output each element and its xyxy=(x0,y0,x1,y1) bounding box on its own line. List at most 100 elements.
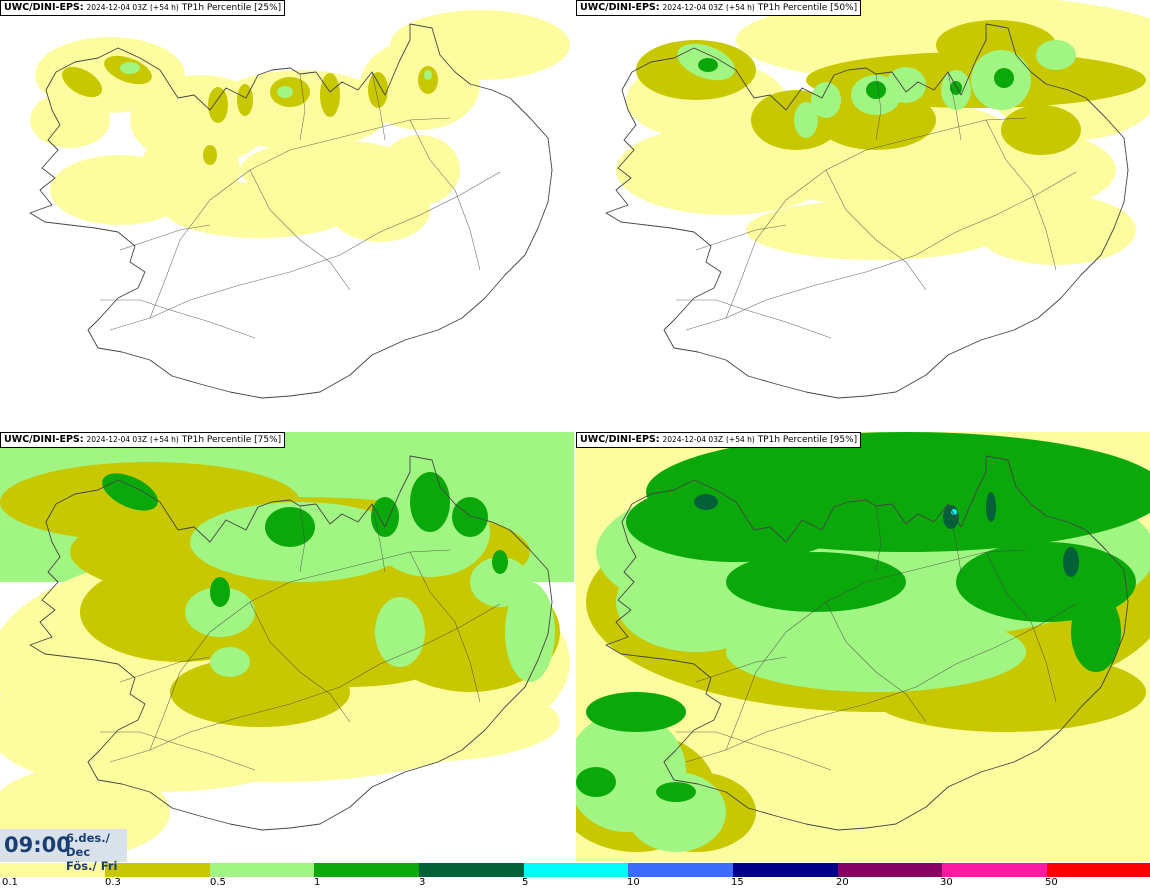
precip-area-0.3 xyxy=(368,72,388,108)
legend-tick-label: 0.1 xyxy=(2,877,18,888)
precip-area-0.3 xyxy=(208,87,228,123)
run-time: 2024-12-04 03Z xyxy=(86,435,148,444)
precip-area-0.3 xyxy=(62,66,102,98)
precip-area-3 xyxy=(986,492,996,522)
precip-area-0.5 xyxy=(886,67,926,103)
legend-tick-label: 50 xyxy=(1045,877,1058,888)
precip-area-0.3 xyxy=(816,90,936,150)
precip-area-5 xyxy=(951,509,957,515)
precip-area-0.5 xyxy=(626,772,726,852)
precip-area-0.1 xyxy=(30,92,110,148)
precip-area-0.1 xyxy=(210,70,390,150)
panel-title: UWC/DINI-EPS: 2024-12-04 03Z (+54 h) TP1… xyxy=(576,432,862,448)
color-legend: 0.1 0.3 0.5 1 3 5 10 15 20 30 50 xyxy=(0,862,1150,891)
precip-area-1 xyxy=(586,692,686,732)
precip-area-1 xyxy=(866,81,886,99)
precip-area-0.1 xyxy=(0,672,130,772)
precip-area-3 xyxy=(694,494,718,510)
legend-tick-label: 15 xyxy=(731,877,744,888)
precip-area-3 xyxy=(1063,547,1079,577)
precip-area-0.5 xyxy=(375,597,425,667)
model-name: UWC/DINI-EPS: xyxy=(580,434,660,445)
precip-map-p50 xyxy=(605,0,1150,399)
precip-area-1 xyxy=(626,482,846,562)
legend-swatch xyxy=(105,863,210,877)
iceland-coastline xyxy=(29,455,553,831)
iceland-coastline xyxy=(605,23,1129,399)
run-time: 2024-12-04 03Z xyxy=(662,435,724,444)
precip-area-0.3 xyxy=(203,145,217,165)
panel-title: UWC/DINI-EPS: 2024-12-04 03Z (+54 h) TP1… xyxy=(0,0,286,16)
legend-tick-label: 0.5 xyxy=(210,877,226,888)
precip-area-0.5 xyxy=(120,62,140,74)
precip-area-0.3 xyxy=(170,657,350,727)
precip-area-0.5 xyxy=(726,612,1026,692)
precip-area-0.5 xyxy=(811,82,841,118)
valid-date-line1: 6.des./ Dec xyxy=(66,831,110,859)
map-panel-p75: UWC/DINI-EPS: 2024-12-04 03Z (+54 h) TP1… xyxy=(0,432,574,862)
precip-area-0.5 xyxy=(1036,40,1076,70)
precip-area-0.1 xyxy=(280,682,560,762)
panel-title: UWC/DINI-EPS: 2024-12-04 03Z (+54 h) TP1… xyxy=(0,432,286,448)
precip-area-0.1 xyxy=(390,10,570,80)
legend-swatch xyxy=(0,863,105,877)
model-name: UWC/DINI-EPS: xyxy=(4,434,84,445)
legend-swatch xyxy=(1047,863,1150,877)
legend-tick-label: 0.3 xyxy=(105,877,121,888)
precip-area-1 xyxy=(1071,592,1121,672)
variable-name: TP1h Percentile [25%] xyxy=(181,3,282,13)
precip-area-1 xyxy=(102,473,158,511)
valid-time-date: 6.des./ Dec Fös./ Fri xyxy=(66,831,127,873)
legend-swatch xyxy=(628,863,733,877)
precip-area-0.1 xyxy=(976,195,1136,265)
variable-name: TP1h Percentile [50%] xyxy=(757,3,858,13)
precip-area-0.5 xyxy=(210,647,250,677)
precip-area-0.1 xyxy=(746,200,1006,260)
precip-area-0.1 xyxy=(140,130,240,210)
map-panel-p95: UWC/DINI-EPS: 2024-12-04 03Z (+54 h) TP1… xyxy=(576,432,1150,862)
precip-area-1 xyxy=(492,550,508,574)
legend-tick-label: 30 xyxy=(940,877,953,888)
precip-area-1 xyxy=(210,577,230,607)
precip-area-1 xyxy=(576,767,616,797)
precip-area-0.1 xyxy=(380,135,460,205)
precip-area-0.1 xyxy=(240,140,420,200)
precip-area-0.3 xyxy=(936,20,1056,70)
map-panel-p25: UWC/DINI-EPS: 2024-12-04 03Z (+54 h) TP1… xyxy=(0,0,574,430)
legend-swatch xyxy=(733,863,838,877)
precip-area-0.5 xyxy=(185,587,255,637)
precip-map-p95 xyxy=(576,432,1150,862)
valid-time-box: 09:00 6.des./ Dec Fös./ Fri xyxy=(0,829,127,873)
legend-swatch xyxy=(314,863,419,877)
run-time: 2024-12-04 03Z xyxy=(86,3,148,12)
precip-area-0.3 xyxy=(320,73,340,117)
valid-date-line2: Fös./ Fri xyxy=(66,859,118,873)
legend-tick-label: 20 xyxy=(836,877,849,888)
map-panel-p50: UWC/DINI-EPS: 2024-12-04 03Z (+54 h) TP1… xyxy=(576,0,1150,430)
precip-area-0.5 xyxy=(794,102,818,138)
lead-time: (+54 h) xyxy=(149,435,179,444)
legend-tick-label: 10 xyxy=(627,877,640,888)
legend-tick-label: 3 xyxy=(419,877,426,888)
model-name: UWC/DINI-EPS: xyxy=(580,2,660,13)
precip-area-0.5 xyxy=(424,70,432,80)
variable-name: TP1h Percentile [75%] xyxy=(181,435,282,445)
model-name: UWC/DINI-EPS: xyxy=(4,2,84,13)
iceland-coastline xyxy=(605,455,1129,831)
legend-swatch xyxy=(838,863,942,877)
precip-map-p75 xyxy=(0,432,574,857)
panel-divider-horizontal xyxy=(0,430,1150,432)
precip-map-p25 xyxy=(29,10,570,399)
legend-swatch xyxy=(419,863,524,877)
legend-swatch xyxy=(524,863,628,877)
precip-area-0.5 xyxy=(505,582,555,682)
lead-time: (+54 h) xyxy=(725,3,755,12)
legend-tick-label: 1 xyxy=(314,877,321,888)
precip-area-1 xyxy=(656,782,696,802)
precip-area-1 xyxy=(265,507,315,547)
precip-area-1 xyxy=(698,58,718,72)
legend-swatch xyxy=(942,863,1047,877)
precip-area-0.5 xyxy=(277,86,293,98)
legend-tick-label: 5 xyxy=(522,877,529,888)
precip-area-1 xyxy=(994,68,1014,88)
